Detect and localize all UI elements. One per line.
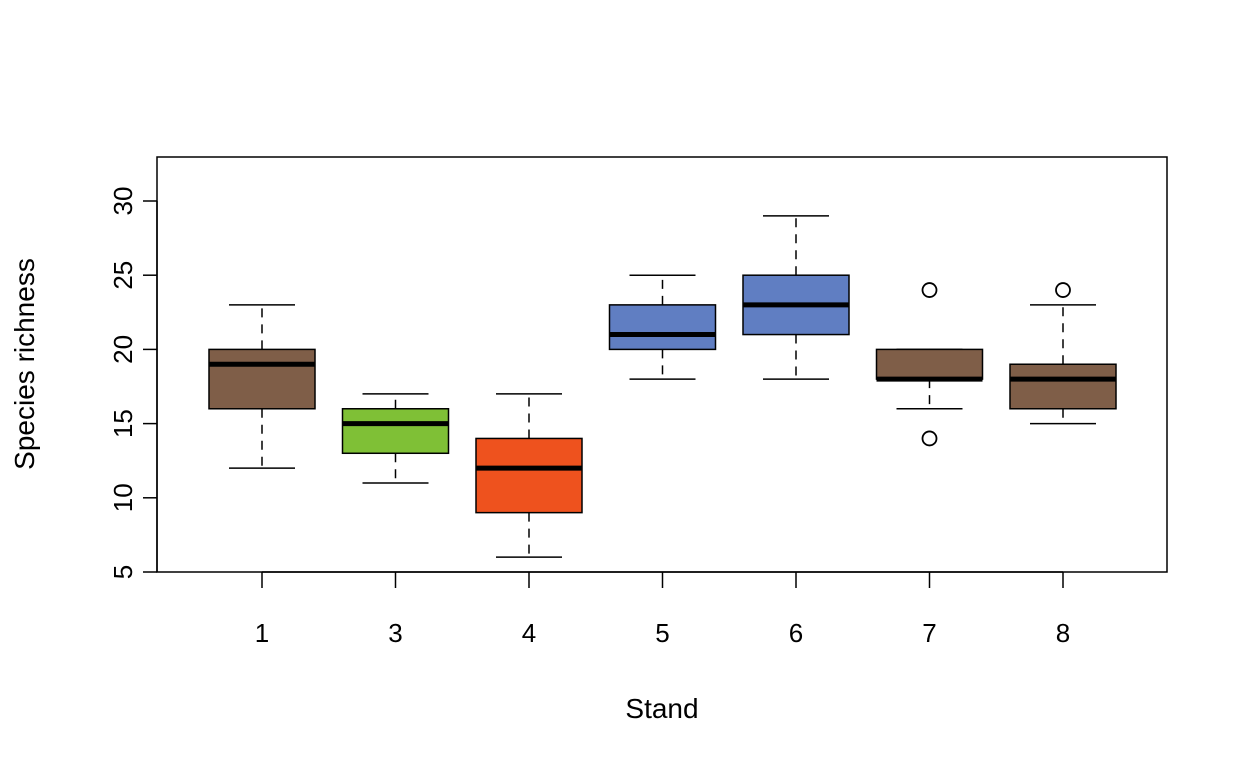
y-tick-label: 25	[108, 261, 138, 290]
box-6	[742, 215, 850, 380]
x-tick-label: 5	[655, 618, 669, 648]
y-axis: 5 10 15 20 25 30	[108, 187, 158, 579]
outlier-point	[921, 282, 938, 298]
x-tick-label: 1	[255, 618, 269, 648]
outlier-point	[1055, 282, 1071, 298]
y-tick-label: 5	[108, 565, 138, 579]
y-tick-label: 30	[108, 187, 138, 216]
box-8	[1009, 282, 1117, 425]
box-body	[208, 348, 316, 410]
x-axis-label: Stand	[625, 693, 698, 724]
x-tick-label: 4	[522, 618, 536, 648]
x-tick-label: 6	[789, 618, 803, 648]
box-body	[475, 437, 583, 514]
box-7	[875, 282, 984, 447]
x-tick-label: 8	[1056, 618, 1070, 648]
box-body	[608, 304, 717, 351]
x-tick-label: 7	[922, 618, 936, 648]
box-body	[341, 408, 450, 455]
y-axis-label: Species richness	[9, 258, 40, 470]
box-body	[875, 348, 984, 380]
y-tick-label: 10	[108, 483, 138, 512]
x-axis: 1 3 4 5 6 7 8	[255, 571, 1070, 648]
boxes	[208, 215, 1117, 558]
y-tick-label: 15	[108, 409, 138, 438]
y-tick-label: 20	[108, 335, 138, 364]
box-body	[1009, 363, 1117, 410]
box-3	[341, 393, 450, 484]
box-5	[608, 274, 717, 380]
outlier-point	[921, 430, 938, 447]
box-4	[475, 393, 583, 558]
box-1	[208, 304, 316, 469]
x-tick-label: 3	[388, 618, 402, 648]
